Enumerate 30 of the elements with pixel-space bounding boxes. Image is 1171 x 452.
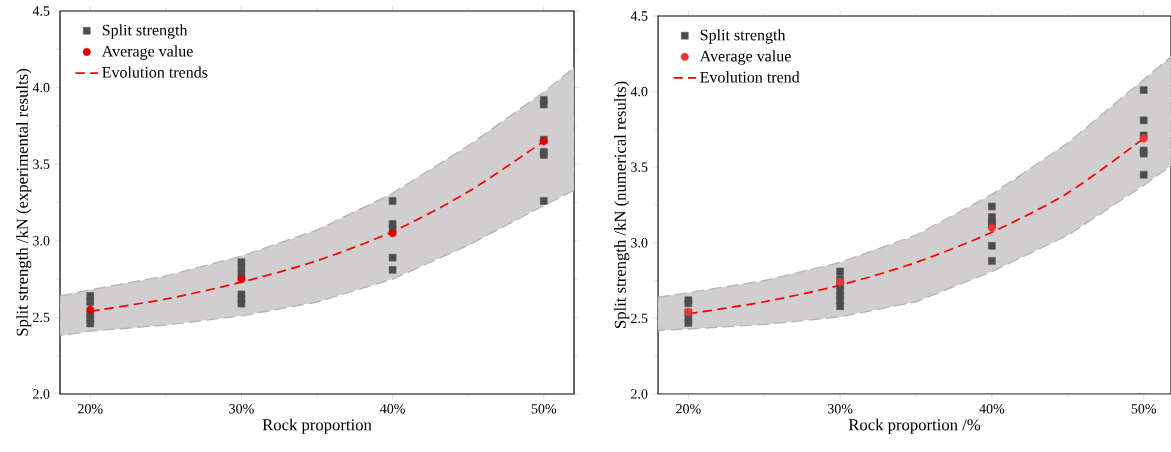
y-tick-label: 3.0 xyxy=(631,238,648,248)
y-tick-label: 4.0 xyxy=(32,82,50,93)
legend-label: Split strength xyxy=(102,24,188,39)
x-tick-label: 40% xyxy=(979,404,1005,414)
y-tick-label: 3.5 xyxy=(631,162,648,172)
legend-label: Split strength xyxy=(700,29,786,44)
x-tick-label: 40% xyxy=(380,404,405,414)
x-tick-label: 20% xyxy=(78,404,103,414)
legend-label: Average value xyxy=(699,50,791,65)
y-tick-label: 2.5 xyxy=(631,313,648,324)
y-tick-label: 4.0 xyxy=(630,86,648,97)
x-tick-label: 20% xyxy=(676,404,701,414)
x-axis-title: Rock proportion /% xyxy=(848,418,981,434)
x-tick-label: 30% xyxy=(229,404,254,414)
y-tick-label: 2.5 xyxy=(33,312,50,323)
x-tick-label: 30% xyxy=(827,404,853,414)
legend-label: Evolution trends xyxy=(102,66,208,78)
x-tick-label: 50% xyxy=(531,404,557,414)
legend-label: Average value xyxy=(101,45,193,60)
y-tick-label: 2.0 xyxy=(33,389,50,399)
legend-label: Evolution trend xyxy=(700,71,800,83)
y-axis-title: Split strength /kN (experimental results) xyxy=(16,68,32,336)
x-tick-label: 50% xyxy=(1131,404,1157,414)
y-axis-title: Split strength /kN (numerical results) xyxy=(614,81,630,328)
y-tick-label: 3.0 xyxy=(33,236,50,246)
y-tick-label: 4.5 xyxy=(630,11,648,21)
y-tick-label: 4.5 xyxy=(32,6,50,16)
x-axis-title: Rock proportion xyxy=(262,418,372,434)
y-tick-label: 2.0 xyxy=(631,389,648,399)
y-tick-label: 3.5 xyxy=(33,159,50,169)
